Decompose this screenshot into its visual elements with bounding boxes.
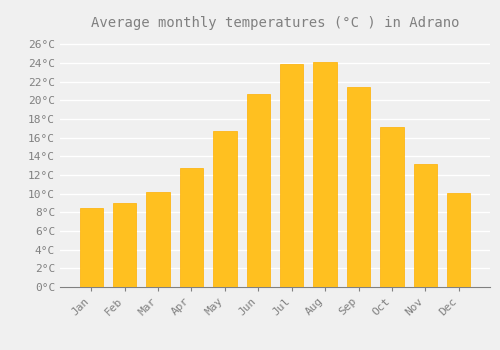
Bar [180, 168, 203, 287]
Bar [113, 203, 136, 287]
Bar [447, 193, 470, 287]
Bar [280, 64, 303, 287]
Bar [314, 62, 337, 287]
Title: Average monthly temperatures (°C ) in Adrano: Average monthly temperatures (°C ) in Ad… [91, 16, 459, 30]
Bar [380, 127, 404, 287]
Bar [146, 192, 170, 287]
Bar [347, 87, 370, 287]
Bar [246, 94, 270, 287]
Bar [80, 208, 103, 287]
Bar [213, 131, 236, 287]
Bar [414, 164, 437, 287]
